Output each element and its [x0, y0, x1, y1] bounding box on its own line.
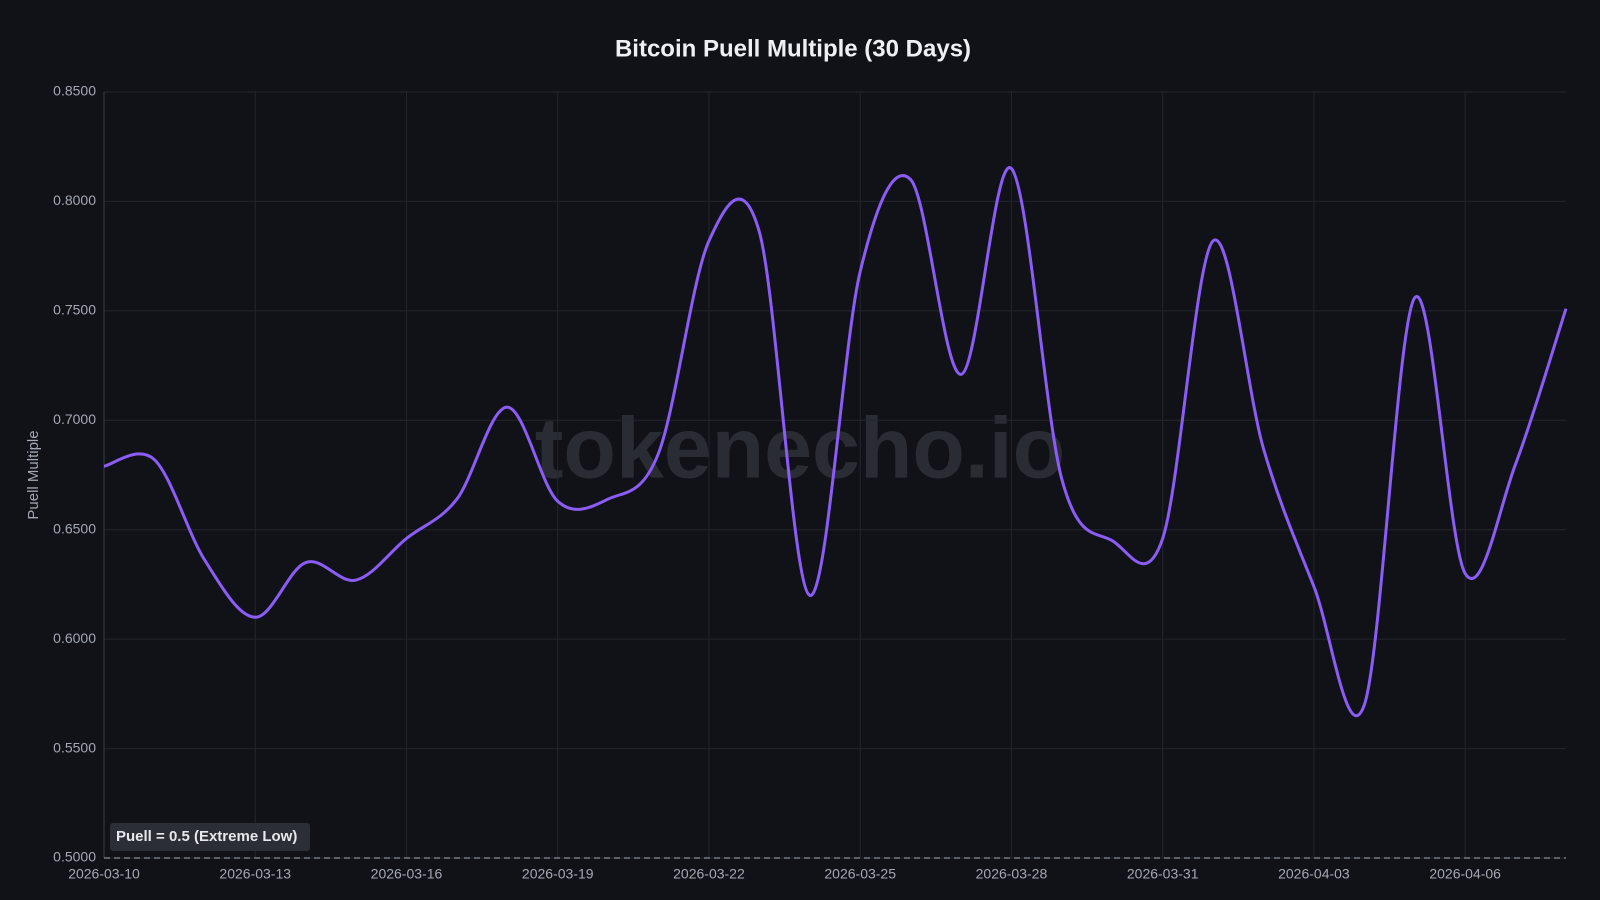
x-tick-label: 2026-03-16	[371, 866, 443, 882]
y-tick-label: 0.6000	[53, 630, 96, 646]
x-tick-label: 2026-03-31	[1127, 866, 1199, 882]
x-tick-label: 2026-04-06	[1429, 866, 1501, 882]
y-tick-label: 0.6500	[53, 520, 96, 536]
y-tick-label: 0.8500	[53, 83, 96, 99]
watermark: tokenecho.io	[535, 401, 1065, 497]
chart-title: Bitcoin Puell Multiple (30 Days)	[615, 35, 971, 62]
y-tick-label: 0.7000	[53, 411, 96, 427]
x-tick-label: 2026-03-28	[976, 866, 1048, 882]
line-series	[103, 166, 1568, 717]
threshold-label-bg	[110, 823, 310, 851]
y-axis-label: Puell Multiple	[25, 430, 42, 519]
y-tick-label: 0.5500	[53, 739, 96, 755]
threshold-label: Puell = 0.5 (Extreme Low)	[116, 828, 297, 845]
x-tick-label: 2026-03-13	[219, 866, 291, 882]
x-tick-label: 2026-03-22	[673, 866, 745, 882]
x-tick-label: 2026-03-25	[824, 866, 896, 882]
x-tick-label: 2026-03-10	[68, 866, 140, 882]
x-tick-label: 2026-04-03	[1278, 866, 1350, 882]
x-tick-label: 2026-03-19	[522, 866, 594, 882]
y-tick-label: 0.8000	[53, 192, 96, 208]
y-tick-label: 0.7500	[53, 302, 96, 318]
y-tick-label: 0.5000	[53, 849, 96, 865]
